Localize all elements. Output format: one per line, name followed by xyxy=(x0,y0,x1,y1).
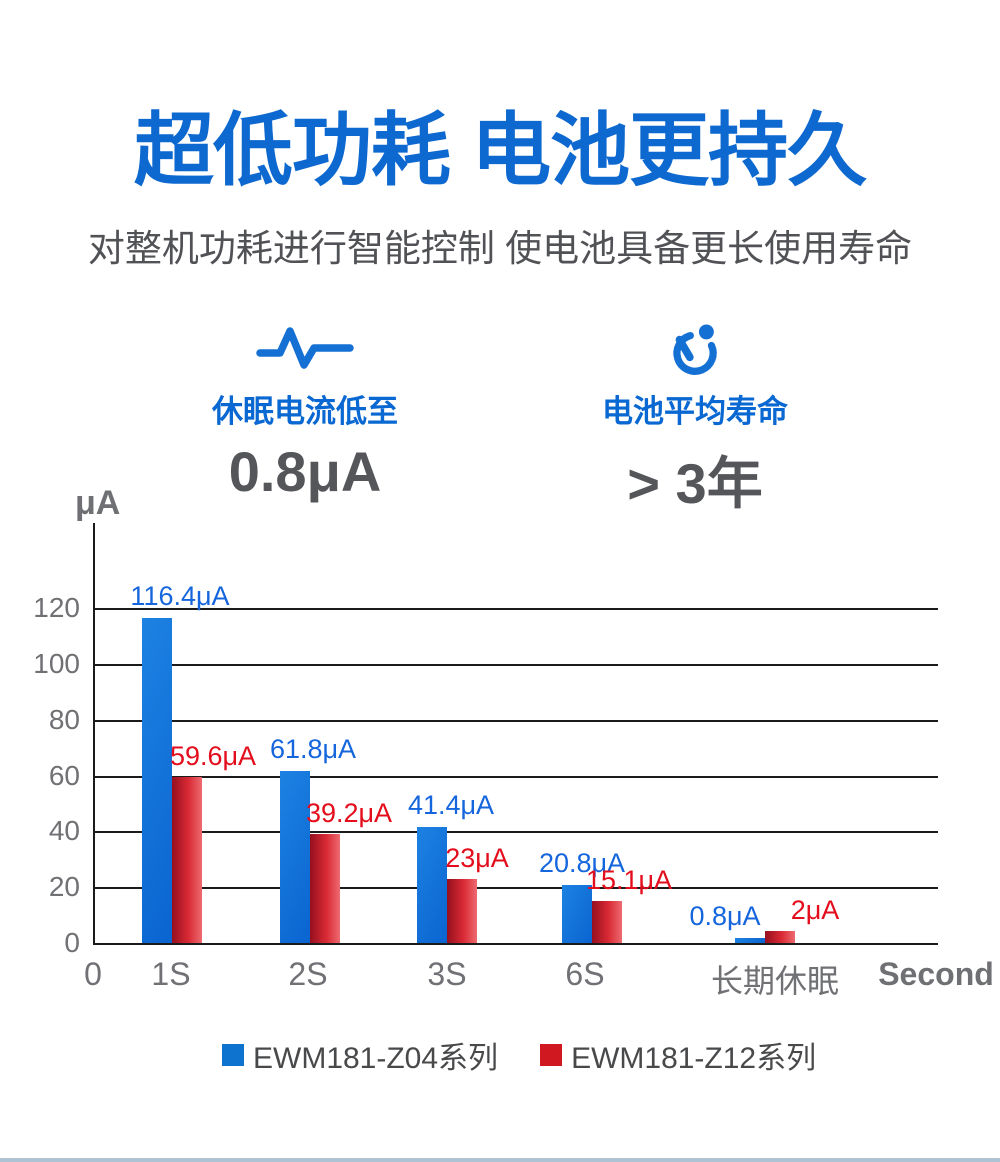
feature-value: 0.8μA xyxy=(228,440,382,503)
bar-blue-1S xyxy=(142,618,172,943)
x-tick-3S: 3S xyxy=(427,956,467,992)
bar-value-label: 39.2μA xyxy=(305,798,393,828)
bar-value-label: 59.6μA xyxy=(169,741,257,771)
x-tick-1S: 1S xyxy=(151,956,191,992)
feature-sleep-current: 休眠电流低至 0.8μA xyxy=(165,318,445,520)
gridline-y20 xyxy=(93,887,938,889)
bar-value-label: 23μA xyxy=(445,843,509,873)
y-tick-label: 0 xyxy=(64,927,80,958)
timer-icon xyxy=(668,318,722,380)
x-origin-label: 0 xyxy=(84,956,102,992)
bar-value-label: 2μA xyxy=(790,895,840,925)
bar-blue-6S xyxy=(562,885,592,943)
legend-item: EWM181-Z04系列 xyxy=(222,1033,498,1077)
pulse-icon xyxy=(253,318,357,380)
bar-red-长期休眠 xyxy=(765,931,795,943)
page-title: 超低功耗 电池更持久 xyxy=(133,106,867,195)
bar-red-6S xyxy=(592,901,622,943)
feature-row: 休眠电流低至 0.8μA 电池平均寿命 > 3年 xyxy=(0,318,1000,520)
gridline-y120 xyxy=(93,608,938,610)
bar-value-label: 116.4μA xyxy=(130,581,230,611)
x-axis-unit-label: Second xyxy=(878,956,994,992)
gridline-y80 xyxy=(93,720,938,722)
bar-value-label: 61.8μA xyxy=(269,734,357,764)
y-tick-label: 60 xyxy=(48,760,80,791)
bar-blue-2S xyxy=(280,771,310,943)
legend-label: EWM181-Z04系列 xyxy=(253,1042,499,1075)
gridline-y40 xyxy=(93,831,938,833)
bar-blue-长期休眠 xyxy=(735,938,765,943)
bar-blue-3S xyxy=(417,827,447,943)
y-tick-label: 40 xyxy=(48,815,80,846)
bar-value-label: 41.4μA xyxy=(407,790,495,820)
feature-label: 电池平均寿命 xyxy=(602,394,788,429)
y-tick-label: 20 xyxy=(48,871,80,902)
legend-swatch xyxy=(222,1044,244,1066)
gridline-y60 xyxy=(93,776,938,778)
feature-value: > 3年 xyxy=(627,452,763,515)
bottom-divider xyxy=(0,1158,1000,1162)
y-tick-label: 80 xyxy=(48,704,80,735)
legend-swatch xyxy=(540,1044,563,1066)
gridline-y0 xyxy=(93,943,938,945)
bar-value-label: 15.1μA xyxy=(585,865,673,895)
legend-item: EWM181-Z12系列 xyxy=(540,1033,816,1077)
page-subtitle: 对整机功耗进行智能控制 使电池具备更长使用寿命 xyxy=(87,228,913,269)
y-axis-unit-label: μA xyxy=(75,484,121,522)
y-tick-label: 120 xyxy=(33,592,80,623)
x-tick-2S: 2S xyxy=(288,956,328,992)
feature-battery-life: 电池平均寿命 > 3年 xyxy=(555,318,835,520)
bar-red-3S xyxy=(447,879,477,943)
y-tick-label: 100 xyxy=(33,648,80,679)
y-axis-line xyxy=(93,523,95,945)
bar-value-label: 0.8μA xyxy=(689,901,761,931)
x-tick-6S: 6S xyxy=(565,956,605,992)
x-tick-长期休眠: 长期休眠 xyxy=(710,963,840,999)
legend-label: EWM181-Z12系列 xyxy=(571,1042,817,1075)
feature-label: 休眠电流低至 xyxy=(212,394,398,429)
chart-legend: EWM181-Z04系列 EWM181-Z12系列 xyxy=(222,1033,816,1077)
gridline-y100 xyxy=(93,664,938,666)
bar-red-1S xyxy=(172,777,202,943)
bar-red-2S xyxy=(310,834,340,943)
bar-value-label: 20.8μA xyxy=(538,848,626,878)
